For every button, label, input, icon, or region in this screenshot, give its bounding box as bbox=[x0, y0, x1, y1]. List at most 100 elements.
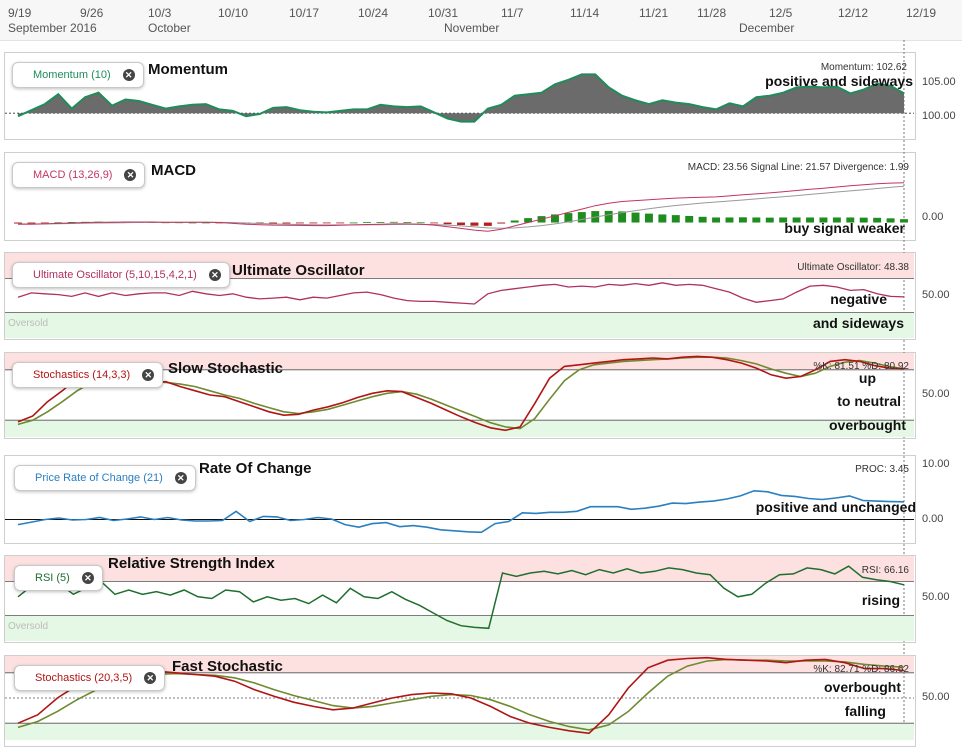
macd-histogram-bar bbox=[698, 216, 707, 223]
date-tick-label: 10/3 bbox=[148, 6, 172, 20]
fast-stoch-k-line bbox=[17, 656, 905, 735]
rsi-pill-label: RSI (5) bbox=[35, 572, 70, 584]
macd-histogram-bar bbox=[510, 220, 519, 223]
macd-histogram-bar bbox=[27, 222, 36, 224]
momentum-line bbox=[17, 73, 905, 123]
roc-readout: PROC: 3.45 bbox=[855, 464, 909, 475]
macd-histogram-bar bbox=[309, 222, 318, 224]
uo-pill[interactable]: Ultimate Oscillator (5,10,15,4,2,1) ✕ bbox=[12, 262, 230, 288]
date-tick-label: 11/28 bbox=[697, 6, 727, 20]
date-tick-label: 9/19 bbox=[8, 6, 32, 20]
date-tick-label: 10/31 bbox=[428, 6, 459, 20]
uo-readout: Ultimate Oscillator: 48.38 bbox=[797, 262, 909, 273]
macd-readout: MACD: 23.56 Signal Line: 21.57 Divergenc… bbox=[687, 162, 909, 173]
macd-histogram-bar bbox=[765, 217, 774, 223]
roc-ylabel-10: 10.00 bbox=[922, 458, 950, 470]
macd-histogram-bar bbox=[295, 222, 304, 224]
uo-pill-label: Ultimate Oscillator (5,10,15,4,2,1) bbox=[33, 269, 197, 281]
slow-stoch-pill[interactable]: Stochastics (14,3,3) ✕ bbox=[12, 362, 164, 388]
macd-histogram-bar bbox=[336, 222, 345, 224]
macd-histogram-bar bbox=[644, 213, 653, 223]
macd-histogram-bar bbox=[685, 215, 694, 223]
macd-histogram-bar bbox=[752, 217, 761, 223]
uo-note-1: negative bbox=[830, 291, 887, 307]
rsi-ylabel-50: 50.00 bbox=[922, 591, 950, 603]
slow-stoch-ylabel-50: 50.00 bbox=[922, 388, 950, 400]
close-icon[interactable]: ✕ bbox=[144, 672, 157, 684]
macd-histogram-bar bbox=[40, 222, 49, 224]
roc-pill-label: Price Rate of Change (21) bbox=[35, 472, 163, 484]
uo-line bbox=[17, 282, 905, 305]
momentum-ylabel-low: 100.00 bbox=[922, 110, 956, 122]
macd-histogram-bar bbox=[618, 211, 627, 223]
macd-pill[interactable]: MACD (13,26,9) ✕ bbox=[12, 162, 146, 188]
close-icon[interactable]: ✕ bbox=[124, 169, 137, 181]
date-tick-label: 11/7 bbox=[501, 6, 524, 20]
macd-histogram-bar bbox=[604, 210, 613, 223]
macd-histogram-bar bbox=[67, 222, 76, 223]
macd-histogram-bar bbox=[201, 222, 210, 224]
macd-histogram-bar bbox=[577, 212, 586, 223]
fast-stoch-pill[interactable]: Stochastics (20,3,5) ✕ bbox=[14, 665, 166, 691]
uo-ylabel-50: 50.00 bbox=[922, 289, 950, 301]
macd-histogram-bar bbox=[430, 222, 439, 224]
slow-stoch-note-1: up bbox=[858, 370, 876, 386]
rsi-readout: RSI: 66.16 bbox=[861, 565, 909, 576]
momentum-note: positive and sideways bbox=[765, 73, 913, 89]
fast-stoch-note-2: falling bbox=[844, 703, 886, 719]
rsi-pill[interactable]: RSI (5) ✕ bbox=[14, 565, 103, 591]
macd-histogram-bar bbox=[900, 219, 908, 223]
uo-title: Ultimate Oscillator bbox=[232, 262, 365, 279]
momentum-ylabel-high: 105.00 bbox=[922, 76, 956, 88]
date-tick-label: 10/10 bbox=[218, 6, 249, 20]
macd-title: MACD bbox=[151, 162, 196, 179]
macd-histogram-bar bbox=[376, 222, 385, 223]
uo-oversold-zone bbox=[5, 312, 914, 338]
macd-histogram-bar bbox=[832, 217, 841, 223]
close-icon[interactable]: ✕ bbox=[208, 269, 221, 281]
macd-histogram-bar bbox=[658, 214, 667, 223]
momentum-readout: Momentum: 102.62 bbox=[820, 62, 907, 73]
macd-histogram-bar bbox=[886, 218, 895, 223]
roc-pill[interactable]: Price Rate of Change (21) ✕ bbox=[14, 465, 196, 491]
macd-histogram-bar bbox=[806, 217, 814, 223]
slow-stoch-k-line bbox=[17, 355, 905, 432]
month-tick-label: December bbox=[739, 21, 795, 35]
close-icon[interactable]: ✕ bbox=[174, 472, 187, 484]
uo-oversold-label: Oversold bbox=[8, 318, 49, 329]
macd-histogram-bar bbox=[779, 217, 788, 223]
slow-stoch-note-3: overbought bbox=[829, 417, 906, 433]
rsi-oversold-label: Oversold bbox=[8, 621, 49, 632]
fast-stoch-readout: %K: 82.71 %D: 86.62 bbox=[813, 664, 909, 675]
macd-histogram-bar bbox=[443, 222, 452, 225]
macd-histogram-bar bbox=[269, 222, 278, 224]
slow-stoch-title: Slow Stochastic bbox=[168, 360, 284, 377]
macd-histogram-bar bbox=[859, 217, 868, 223]
macd-note: buy signal weaker bbox=[784, 220, 905, 236]
rsi-note: rising bbox=[861, 592, 900, 608]
date-tick-label: 12/5 bbox=[769, 6, 793, 20]
macd-histogram-bar bbox=[873, 217, 882, 223]
macd-histogram-bar bbox=[725, 217, 734, 223]
close-icon[interactable]: ✕ bbox=[122, 69, 135, 81]
momentum-pill[interactable]: Momentum (10) ✕ bbox=[12, 62, 144, 88]
date-tick-label: 11/21 bbox=[639, 6, 669, 20]
fast-stoch-pill-label: Stochastics (20,3,5) bbox=[35, 672, 133, 684]
macd-histogram-bar bbox=[671, 215, 680, 223]
macd-line bbox=[18, 182, 905, 232]
uo-note-2: and sideways bbox=[812, 315, 904, 331]
macd-histogram-bar bbox=[564, 213, 573, 223]
fast-stoch-note-1: overbought bbox=[824, 679, 901, 695]
macd-histogram-bar bbox=[54, 222, 63, 224]
rsi-line bbox=[17, 565, 905, 630]
rsi-overbought-zone bbox=[5, 556, 914, 582]
macd-histogram-bar bbox=[712, 217, 721, 223]
close-icon[interactable]: ✕ bbox=[81, 572, 94, 584]
macd-histogram-bar bbox=[819, 217, 828, 223]
close-icon[interactable]: ✕ bbox=[142, 369, 155, 381]
macd-histogram-bar bbox=[792, 217, 801, 223]
macd-histogram-bar bbox=[551, 214, 559, 223]
date-tick-label: 12/12 bbox=[838, 6, 869, 20]
momentum-pill-label: Momentum (10) bbox=[33, 69, 111, 81]
